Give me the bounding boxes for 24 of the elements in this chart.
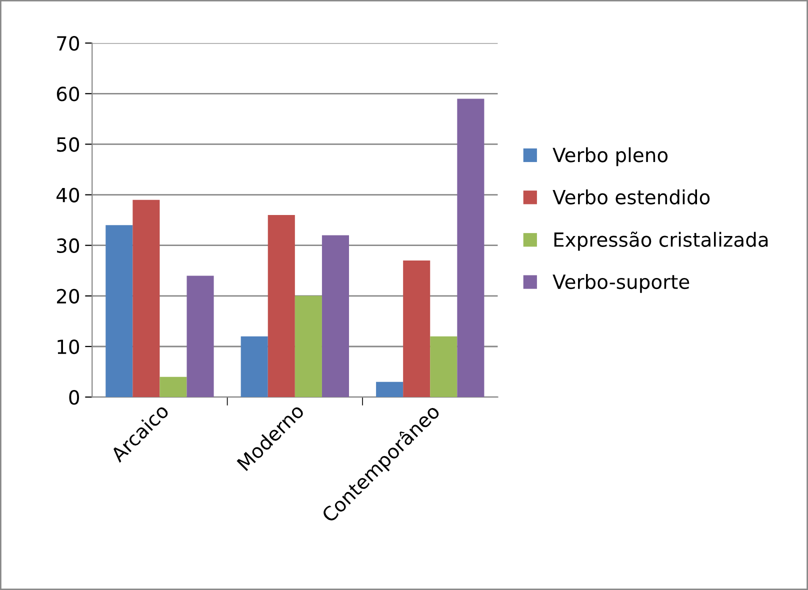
bar	[186, 276, 214, 398]
legend-label: Verbo-suporte	[552, 274, 690, 293]
legend-label: Verbo pleno	[552, 147, 668, 166]
bar	[457, 98, 484, 398]
bar	[403, 260, 430, 398]
legend-label: Verbo estendido	[552, 189, 710, 204]
y-tick-label: 70	[57, 36, 80, 51]
bar	[322, 235, 349, 398]
y-tick-label: 20	[56, 288, 80, 304]
bar	[376, 382, 404, 398]
y-tick-label: 0	[69, 390, 80, 405]
y-tick-label: 30	[57, 238, 80, 254]
y-tick-label: 60	[56, 86, 80, 102]
legend-label: Expressão cristalizada	[554, 232, 768, 251]
y-tick-label: 10	[58, 339, 80, 354]
bar	[160, 376, 187, 398]
bar	[268, 215, 295, 398]
bar	[294, 296, 322, 398]
y-tick-label: 40	[56, 188, 80, 202]
bar	[240, 336, 268, 398]
bar	[106, 225, 133, 398]
y-tick-label: 50	[57, 137, 80, 152]
bar	[132, 200, 160, 398]
bar	[430, 336, 458, 398]
